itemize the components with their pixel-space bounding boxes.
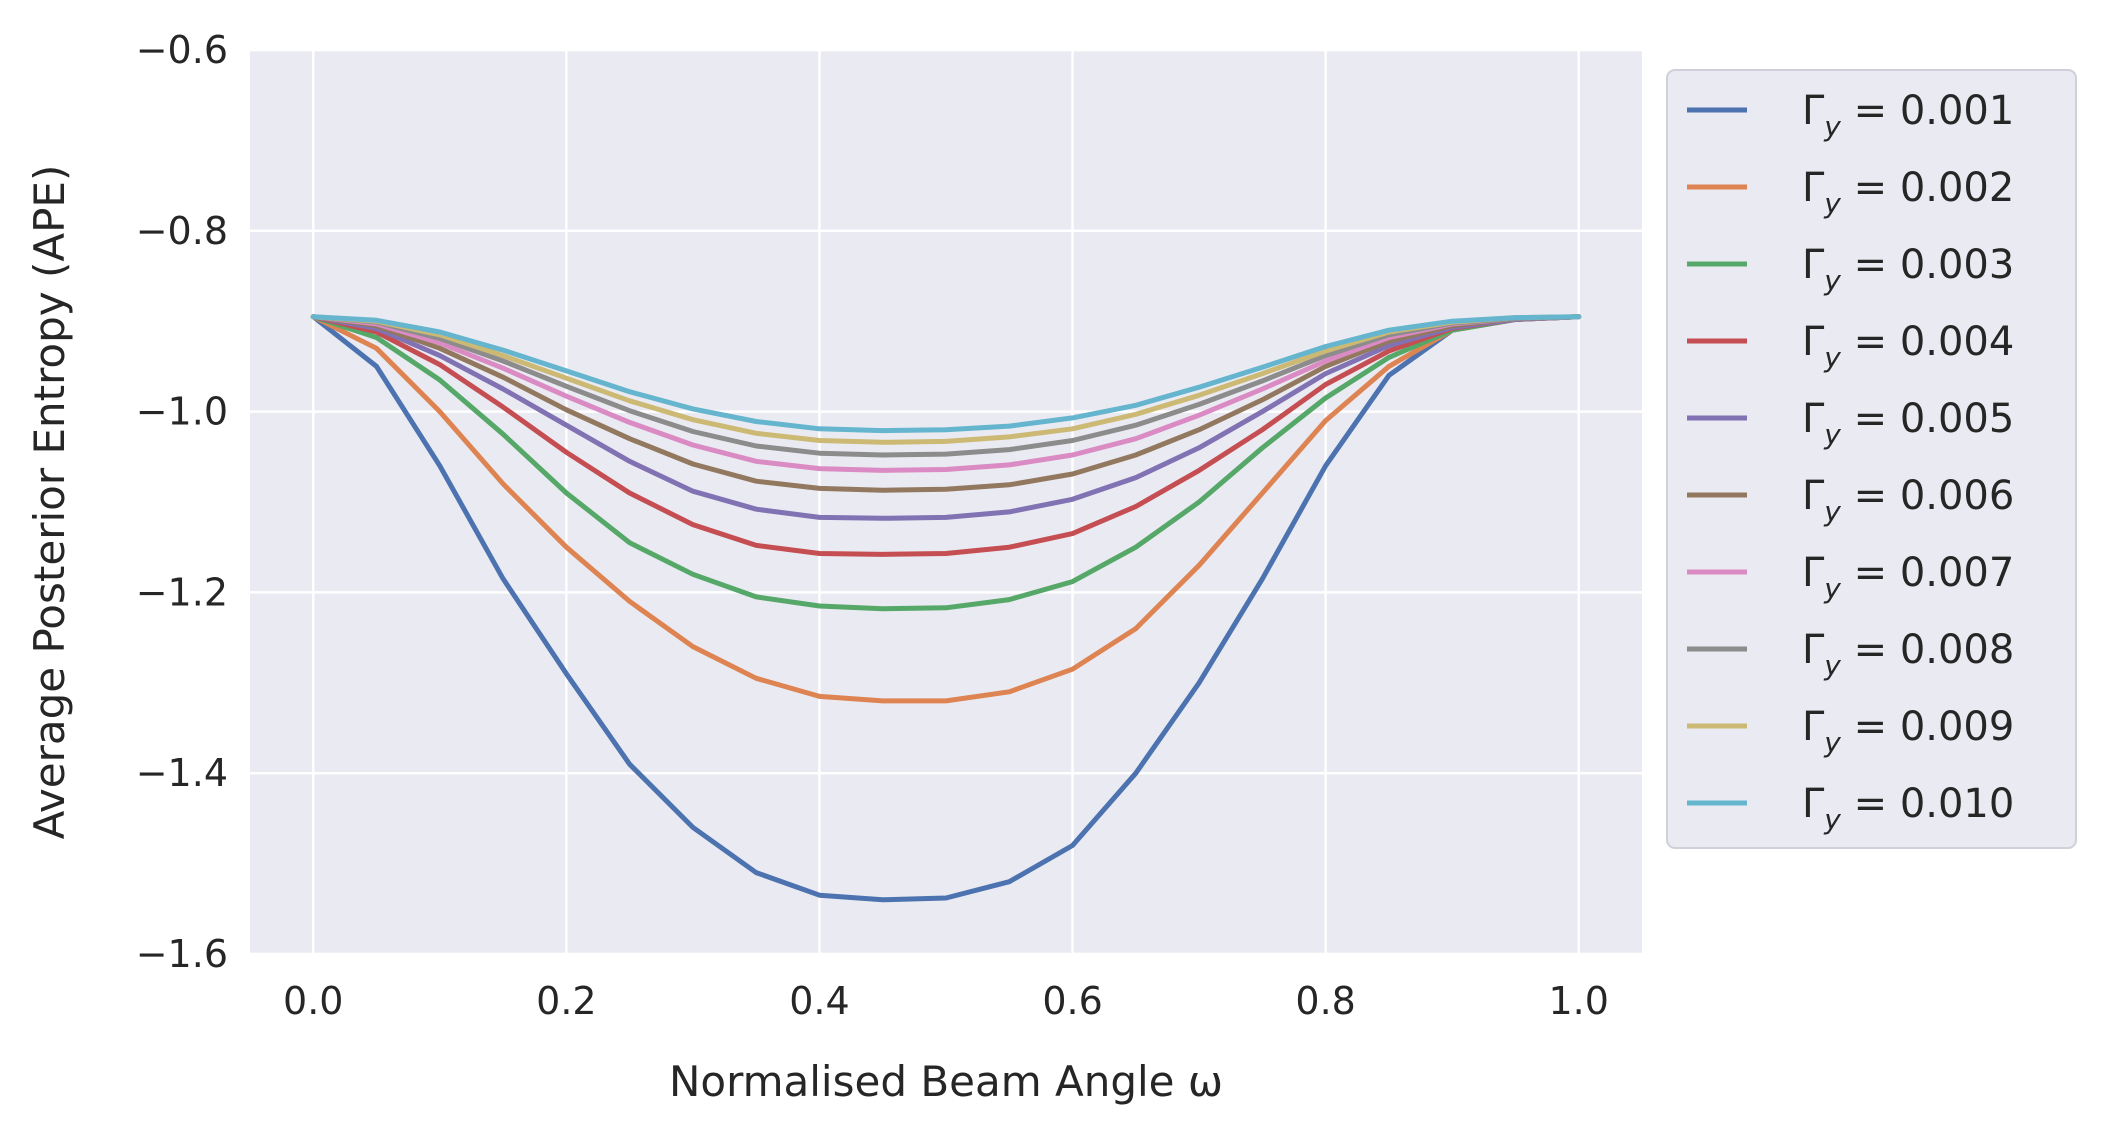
series-line-2: [310, 314, 1582, 704]
y-tick-label: −1.6: [136, 932, 228, 976]
legend-label: Γy = 0.005: [1802, 396, 2014, 451]
y-tick-label: −1.2: [136, 570, 228, 614]
legend-items: Γy = 0.001 Γy = 0.002 Γy = 0.003 Γy = 0.004…: [1687, 88, 2014, 836]
series-line-8: [310, 314, 1582, 458]
series-line-5: [310, 314, 1582, 521]
series-line-10: [310, 314, 1582, 434]
legend-label: Γy = 0.010: [1802, 781, 2014, 836]
x-tick-label: 1.0: [1549, 979, 1609, 1023]
series-line-4: [310, 314, 1582, 557]
y-tick-label: −0.6: [136, 28, 228, 72]
plot-area: [250, 50, 1642, 954]
y-tick-label: −0.8: [136, 209, 228, 253]
legend-label: Γy = 0.008: [1802, 627, 2014, 682]
legend-label: Γy = 0.006: [1802, 473, 2014, 528]
x-tick-label: 0.0: [283, 979, 343, 1023]
y-gridlines: [250, 48, 1642, 956]
legend-label: Γy = 0.004: [1802, 319, 2014, 374]
y-tick-labels: −1.6 −1.4 −1.2 −1.0 −0.8 −0.6: [136, 28, 228, 976]
series-line-6: [310, 314, 1582, 493]
y-tick-label: −1.0: [136, 390, 228, 434]
x-tick-label: 0.8: [1295, 979, 1355, 1023]
x-axis-label: Normalised Beam Angle ω: [669, 1057, 1223, 1106]
series-line-9: [310, 314, 1582, 445]
series-lines: [310, 314, 1582, 903]
x-gridlines: [312, 50, 1580, 954]
series-line-3: [310, 314, 1582, 612]
legend-label: Γy = 0.003: [1802, 242, 2014, 297]
series-line-1: [310, 314, 1582, 903]
x-tick-label: 0.2: [536, 979, 596, 1023]
series-line-7: [310, 314, 1582, 473]
legend: Γy = 0.001 Γy = 0.002 Γy = 0.003 Γy = 0.004…: [1666, 69, 2077, 849]
legend-frame: [1666, 69, 2077, 849]
x-tick-label: 0.4: [789, 979, 849, 1023]
legend-label: Γy = 0.001: [1802, 88, 2014, 143]
y-tick-label: −1.4: [136, 751, 228, 795]
legend-label: Γy = 0.009: [1802, 704, 2014, 759]
y-axis-label: Average Posterior Entropy (APE): [25, 165, 74, 840]
legend-label: Γy = 0.002: [1802, 165, 2014, 220]
x-tick-labels: 0.0 0.2 0.4 0.6 0.8 1.0: [283, 979, 1609, 1023]
x-tick-label: 0.6: [1042, 979, 1102, 1023]
legend-label: Γy = 0.007: [1802, 550, 2014, 605]
